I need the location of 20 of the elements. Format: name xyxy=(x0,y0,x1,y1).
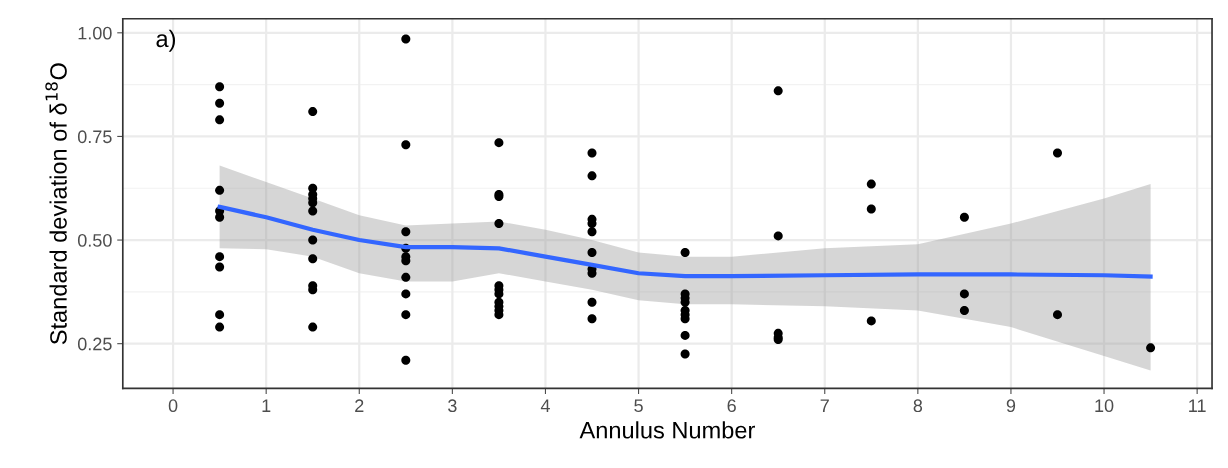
x-tick-label: 6 xyxy=(727,399,736,413)
y-tick-label: 0.50 xyxy=(77,233,112,247)
x-tick-label: 8 xyxy=(913,399,923,413)
x-axis-title: Annulus Number xyxy=(579,421,755,439)
x-tick-label: 0 xyxy=(168,399,178,413)
y-tick-label: 0.75 xyxy=(77,130,112,144)
x-tick-label: 4 xyxy=(540,399,550,412)
line-series xyxy=(217,204,1153,279)
x-tick-label: 7 xyxy=(820,399,829,412)
x-tick-label: 9 xyxy=(1006,399,1016,413)
x-tick-label: 11 xyxy=(1189,399,1206,412)
x-tick-label: 10 xyxy=(1095,399,1114,413)
x-tick-label: 1 xyxy=(262,399,271,412)
x-tick-label: 2 xyxy=(355,399,364,412)
x-tick-label: 3 xyxy=(448,399,457,413)
y-tick-label: 1.00 xyxy=(78,26,112,40)
y-axis-title: Standard deviation of δ$^{18}$O xyxy=(45,63,67,345)
x-tick-label: 5 xyxy=(634,399,643,413)
annotation: a) xyxy=(156,29,176,52)
y-tick-label: 0.25 xyxy=(77,337,112,351)
